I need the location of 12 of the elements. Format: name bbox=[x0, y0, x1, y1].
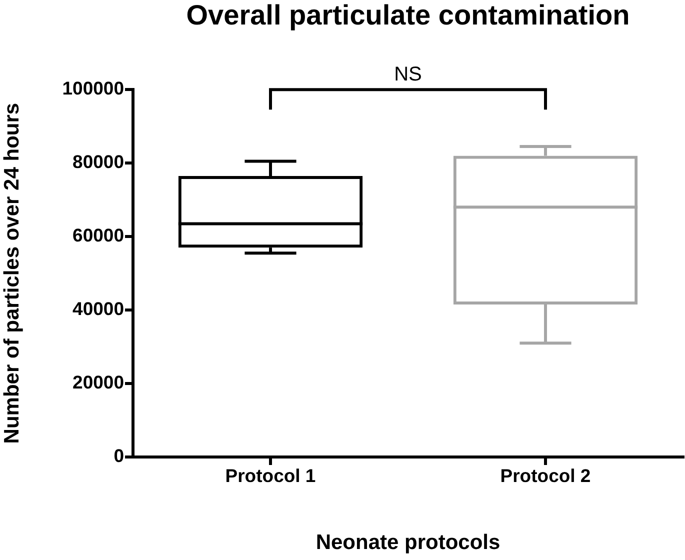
x-tick-label: Protocol 2 bbox=[500, 465, 591, 486]
y-tick-label: 100000 bbox=[62, 78, 124, 99]
x-axis-title: Neonate protocols bbox=[316, 531, 500, 554]
x-tick-label: Protocol 1 bbox=[225, 465, 316, 486]
y-tick-label: 20000 bbox=[72, 372, 124, 393]
y-tick-label: 40000 bbox=[72, 298, 124, 320]
text: NS bbox=[394, 64, 422, 86]
y-tick-label: 60000 bbox=[72, 224, 124, 246]
y-tick-label: 80000 bbox=[72, 151, 124, 172]
y-tick-label: 0 bbox=[114, 445, 124, 466]
y-axis-title: Number of particles over 24 hours bbox=[0, 102, 24, 444]
chart-title: Overall particulate contamination bbox=[186, 0, 630, 31]
